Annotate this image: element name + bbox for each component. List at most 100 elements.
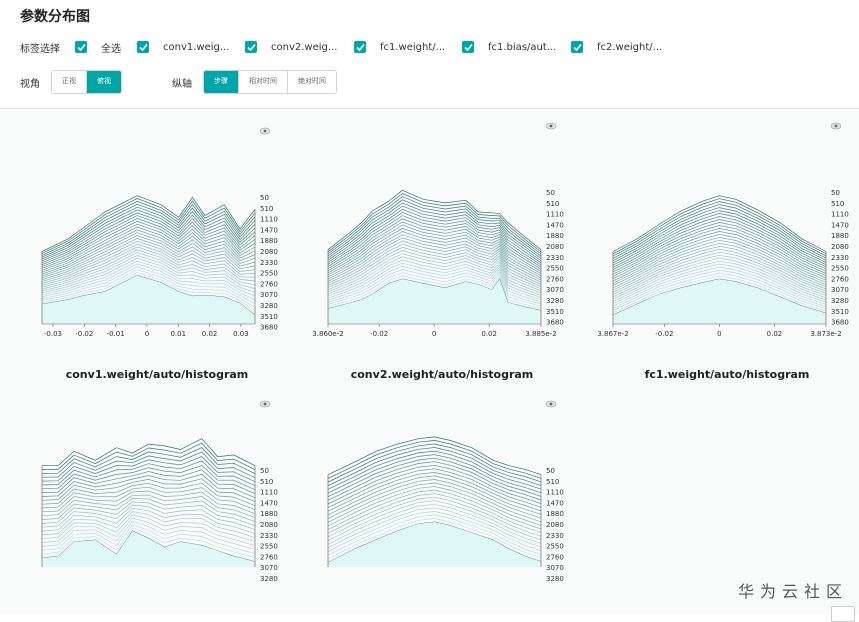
x-tick-label: 3.867e-2 <box>597 330 628 338</box>
x-tick-label: -0.03 <box>44 330 62 338</box>
chart-title: conv1.weight/auto/histogram <box>65 368 249 381</box>
checkbox-icon[interactable] <box>245 41 257 53</box>
axis-option-absolute-time[interactable]: 绝对时间 <box>287 71 336 93</box>
histogram-ridge-line <box>41 252 256 290</box>
y-tick-label: 1880 <box>260 510 278 518</box>
visibility-icon <box>545 400 557 408</box>
histogram-ridge-line <box>41 478 256 503</box>
histogram-chart: 50 510 1110 1470 1880 2080 2330 2550 2760 3070 328… <box>40 391 278 591</box>
histogram-svg: 50 510 1110 1470 1880 2080 2330 2550 2760 3070 328… <box>41 400 278 583</box>
histogram-ridge-line <box>612 236 827 284</box>
axis-option-step[interactable]: 步骤 <box>204 71 238 93</box>
checkbox-icon[interactable] <box>462 41 474 53</box>
histogram-ridge-line <box>41 198 256 254</box>
view-option-front[interactable]: 正视 <box>52 71 86 93</box>
histogram-ridge-line <box>327 253 542 294</box>
y-tick-label: 1470 <box>546 221 564 229</box>
histogram-ridge-line <box>327 256 542 296</box>
histogram-ridge-line <box>41 240 256 282</box>
y-tick-label: 2550 <box>546 265 564 273</box>
histogram-front-area <box>42 275 255 324</box>
y-tick-label: 1110 <box>260 489 278 497</box>
histogram-ridge-line <box>612 195 827 252</box>
histogram-ridge-line <box>612 242 827 289</box>
histogram-ridge-line <box>41 220 256 269</box>
histogram-ridge-line <box>327 486 542 527</box>
y-tick-label: 2080 <box>831 243 849 251</box>
y-tick-label: 3680 <box>260 324 278 332</box>
histogram-ridge-line <box>612 263 827 305</box>
histogram-ridge-line <box>327 436 542 476</box>
histogram-ridge-line <box>327 262 542 300</box>
y-tick-label: 2550 <box>831 265 849 273</box>
histogram-ridge-line <box>41 511 256 538</box>
histogram-ridge-line <box>41 269 256 308</box>
y-tick-label: 2080 <box>546 243 564 251</box>
y-tick-label: 2760 <box>260 553 278 561</box>
tag-checkbox-all[interactable]: 全选 <box>75 40 137 55</box>
y-tick-label: 1880 <box>260 237 278 245</box>
y-tick-label: 1470 <box>546 499 564 507</box>
histogram-ridge-line <box>327 447 542 487</box>
y-tick-label: 50 <box>546 467 555 475</box>
watermark: 华为云社区 <box>738 582 849 601</box>
histogram-front-area <box>328 279 541 324</box>
tag-checkbox-fc2-weight[interactable]: fc2.weight/... <box>571 41 681 53</box>
checkbox-icon[interactable] <box>75 41 87 53</box>
checkbox-icon[interactable] <box>354 41 366 53</box>
chart-title: fc1.weight/auto/histogram <box>644 368 810 381</box>
histogram-chart: 3.867e-2 -0.02 0 0.02 3.873e-2 50 510 1110 1470 1… <box>597 113 849 348</box>
histogram-ridge-line <box>327 193 542 253</box>
x-tick-label: 0 <box>717 330 721 338</box>
x-tick-label: 3.860e-2 <box>312 330 343 338</box>
x-tick-label: 0 <box>145 330 149 338</box>
histogram-svg: 3.867e-2 -0.02 0 0.02 3.873e-2 50 510 1110 1470 1… <box>597 122 849 338</box>
histogram-chart: -0.03 -0.02 -0.01 0 0.01 0.02 0.03 50 510 1110 147… <box>40 118 278 348</box>
y-tick-label: 2080 <box>260 521 278 529</box>
histogram-ridge-line <box>327 450 542 490</box>
axis-toggle: 步骤 相对时间 绝对时间 <box>203 70 337 94</box>
view-option-top[interactable]: 俯视 <box>86 71 121 93</box>
histogram-ridge-line <box>327 507 542 549</box>
visibility-icon <box>830 122 842 130</box>
tag-checkbox-conv1[interactable]: conv1.weig... <box>137 41 245 53</box>
histogram-ridge-line <box>42 438 256 467</box>
histogram-ridge-line <box>327 215 542 268</box>
tag-checkbox-label: conv1.weig... <box>163 41 230 53</box>
histogram-svg: 3.860e-2 -0.02 0 0.02 3.885e-2 50 510 1110 1470 1… <box>312 122 564 338</box>
checkbox-icon[interactable] <box>571 41 583 53</box>
histogram-ridge-line <box>327 218 542 270</box>
histogram-ridge-line <box>612 275 827 314</box>
histogram-ridge-line <box>327 511 542 552</box>
checkbox-icon[interactable] <box>137 41 149 53</box>
histogram-ridge-line <box>612 245 827 291</box>
visibility-icon <box>259 127 271 135</box>
tag-checkbox-fc1-weight[interactable]: fc1.weight/... <box>354 41 462 53</box>
y-tick-label: 3680 <box>831 319 849 327</box>
y-tick-label: 3510 <box>546 308 564 316</box>
axis-option-relative-time[interactable]: 相对时间 <box>238 71 287 93</box>
histogram-ridge-line <box>327 472 542 512</box>
tag-checkbox-label: 全选 <box>101 43 121 55</box>
histogram-ridge-line <box>41 218 256 267</box>
histogram-ridge-line <box>612 225 827 275</box>
histogram-ridge-line <box>327 518 542 560</box>
histogram-ridge-line <box>41 465 256 491</box>
histogram-ridge-line <box>41 447 256 475</box>
histogram-ridge-line <box>41 507 256 534</box>
y-tick-label: 2330 <box>260 532 278 540</box>
histogram-ridge-line <box>612 204 827 259</box>
histogram-ridge-line <box>41 266 256 305</box>
histogram-svg: 50 510 1110 1470 1880 2080 2330 2550 2760 3070 328… <box>327 400 564 583</box>
x-tick-label: -0.01 <box>107 330 125 338</box>
histogram-ridge-line <box>327 475 542 516</box>
pager-input[interactable] <box>831 606 855 622</box>
x-tick-label: 0.02 <box>481 330 497 338</box>
histogram-ridge-line <box>327 234 542 281</box>
y-tick-label: 2330 <box>546 532 564 540</box>
tag-checkbox-conv2[interactable]: conv2.weig... <box>245 41 354 53</box>
tag-checkbox-fc1-bias[interactable]: fc1.bias/aut... <box>462 41 571 53</box>
histogram-ridge-line <box>327 205 542 261</box>
histogram-ridge-line <box>41 223 256 271</box>
histogram-ridge-line <box>327 243 542 287</box>
